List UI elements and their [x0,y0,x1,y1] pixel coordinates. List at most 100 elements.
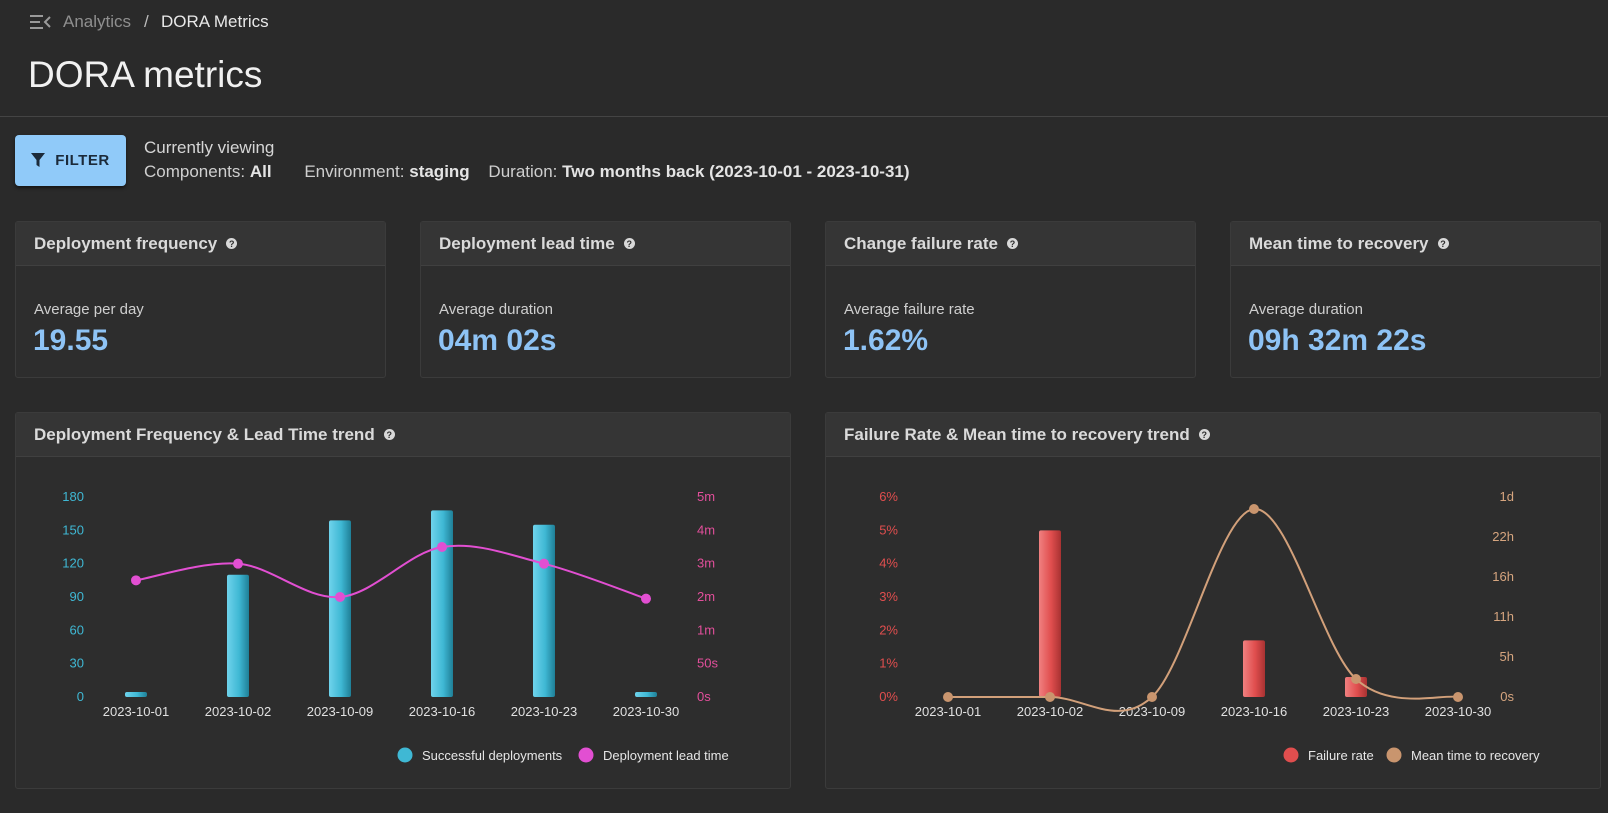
x-tick-label: 2023-10-23 [1323,704,1390,719]
x-tick-label: 2023-10-30 [1425,704,1492,719]
y-left-tick-label: 1% [879,656,898,671]
x-tick-label: 2023-10-02 [1017,704,1084,719]
stat-value: 04m 02s [438,324,557,357]
y-left-tick-label: 120 [62,556,84,571]
bar [635,692,657,697]
card-title: Change failure rate [844,233,998,253]
page-title: DORA metrics [28,54,263,95]
y-right-tick-label: 1m [697,622,715,637]
legend-marker [1283,747,1299,763]
line-point [1351,674,1361,684]
duration-value: Two months back (2023-10-01 - 2023-10-31… [562,162,910,181]
mean-time-to-recovery-card: Mean time to recovery? Average duration … [1230,221,1601,378]
y-left-tick-label: 0% [879,689,898,704]
legend-label: Failure rate [1308,748,1374,763]
breadcrumb-analytics[interactable]: Analytics [63,12,132,31]
series-line [135,544,647,600]
y-left-tick-label: 4% [879,556,898,571]
breadcrumb-current: DORA Metrics [161,12,269,31]
y-right-tick-label: 2m [697,589,715,604]
line-point [641,593,651,604]
x-tick-label: 2023-10-16 [1221,704,1288,719]
help-icon[interactable]: ? [1007,238,1018,249]
x-tick-label: 2023-10-30 [613,704,680,719]
y-left-tick-label: 150 [62,522,84,537]
y-right-tick-label: 16h [1492,569,1514,584]
header-divider [0,116,1608,117]
components-label: Components: [144,162,246,181]
x-tick-label: 2023-10-02 [205,704,272,719]
bar [1243,640,1265,697]
bar [431,510,453,697]
x-tick-label: 2023-10-23 [511,704,578,719]
line-point [233,558,243,569]
y-left-tick-label: 0 [77,689,84,704]
y-right-tick-label: 4m [697,522,715,537]
card-header: Change failure rate? [826,222,1195,266]
card-header: Mean time to recovery? [1231,222,1600,266]
bar [227,574,249,697]
card-header: Deployment Frequency & Lead Time trend? [16,413,790,457]
menu-collapse-icon[interactable] [30,13,52,31]
help-icon[interactable]: ? [226,238,238,249]
help-icon[interactable]: ? [383,429,395,440]
y-right-tick-label: 11h [1493,609,1514,624]
line-point [131,575,141,586]
top-bar: Analytics / DORA Metrics [0,0,1608,44]
bar [1039,530,1061,697]
failure-trend-chart: 0% 1% 2% 3% 4% 5% 6% 0s 5h 11h 16h 22h 1d 2023-10-01 2… [879,489,1540,763]
currently-viewing-label: Currently viewing [144,138,275,157]
line-point [1453,692,1463,702]
chart-title: Deployment Frequency & Lead Time trend [34,424,375,444]
stat-value: 19.55 [33,324,109,357]
y-right-tick-label: 1d [1500,489,1514,504]
y-right-tick-label: 5h [1500,649,1514,664]
x-tick-label: 2023-10-09 [1119,704,1186,719]
y-left-tick-label: 90 [70,589,84,604]
deployment-trend-chart: 0 30 60 90 120 150 180 0s 50s 1m 2m 3m 4m 5m 2023-10-0… [62,489,729,763]
card-header: Deployment lead time? [421,222,790,266]
y-left-tick-label: 60 [70,622,84,637]
legend-label: Successful deployments [422,748,563,763]
deployment-frequency-card: Deployment frequency? Average per day 19… [15,221,386,378]
stat-label: Average failure rate [844,301,975,318]
environment-value: staging [409,162,470,181]
x-tick-label: 2023-10-09 [307,704,374,719]
card-title: Deployment lead time [439,233,615,253]
x-tick-label: 2023-10-01 [103,704,170,719]
line-point [335,592,345,602]
legend-marker [397,747,413,763]
filter-button[interactable]: FILTER [15,135,126,186]
help-icon[interactable]: ? [623,238,635,249]
bar [329,520,351,697]
y-right-tick-label: 3m [697,556,715,571]
line-point [1147,692,1157,702]
line-point [943,692,953,702]
y-left-tick-label: 6% [879,489,898,504]
y-left-tick-label: 30 [70,656,84,671]
series-line [948,507,1459,712]
deployment-lead-time-card: Deployment lead time? Average duration 0… [420,221,791,378]
deployment-trend-card: Deployment Frequency & Lead Time trend? … [15,412,791,789]
help-icon[interactable]: ? [1198,429,1210,440]
y-right-tick-label: 0s [1500,689,1514,704]
failure-trend-card: Failure Rate & Mean time to recovery tre… [825,412,1601,789]
bar [533,524,555,697]
card-header: Failure Rate & Mean time to recovery tre… [826,413,1600,457]
filter-button-label: FILTER [55,152,110,169]
y-left-tick-label: 180 [62,489,84,504]
y-left-tick-label: 2% [879,622,898,637]
stat-value: 09h 32m 22s [1248,324,1427,357]
environment-label: Environment: [304,162,405,181]
chart-title: Failure Rate & Mean time to recovery tre… [844,424,1190,444]
legend-label: Deployment lead time [603,748,729,763]
x-tick-label: 2023-10-16 [409,704,476,719]
card-header: Deployment frequency? [16,222,385,266]
legend-marker [1386,747,1402,763]
bar [1345,677,1367,697]
change-failure-rate-card: Change failure rate? Average failure rat… [825,221,1196,378]
help-icon[interactable]: ? [1437,238,1449,249]
components-value: All [249,162,272,181]
y-left-tick-label: 5% [879,522,898,537]
x-tick-label: 2023-10-01 [915,704,982,719]
